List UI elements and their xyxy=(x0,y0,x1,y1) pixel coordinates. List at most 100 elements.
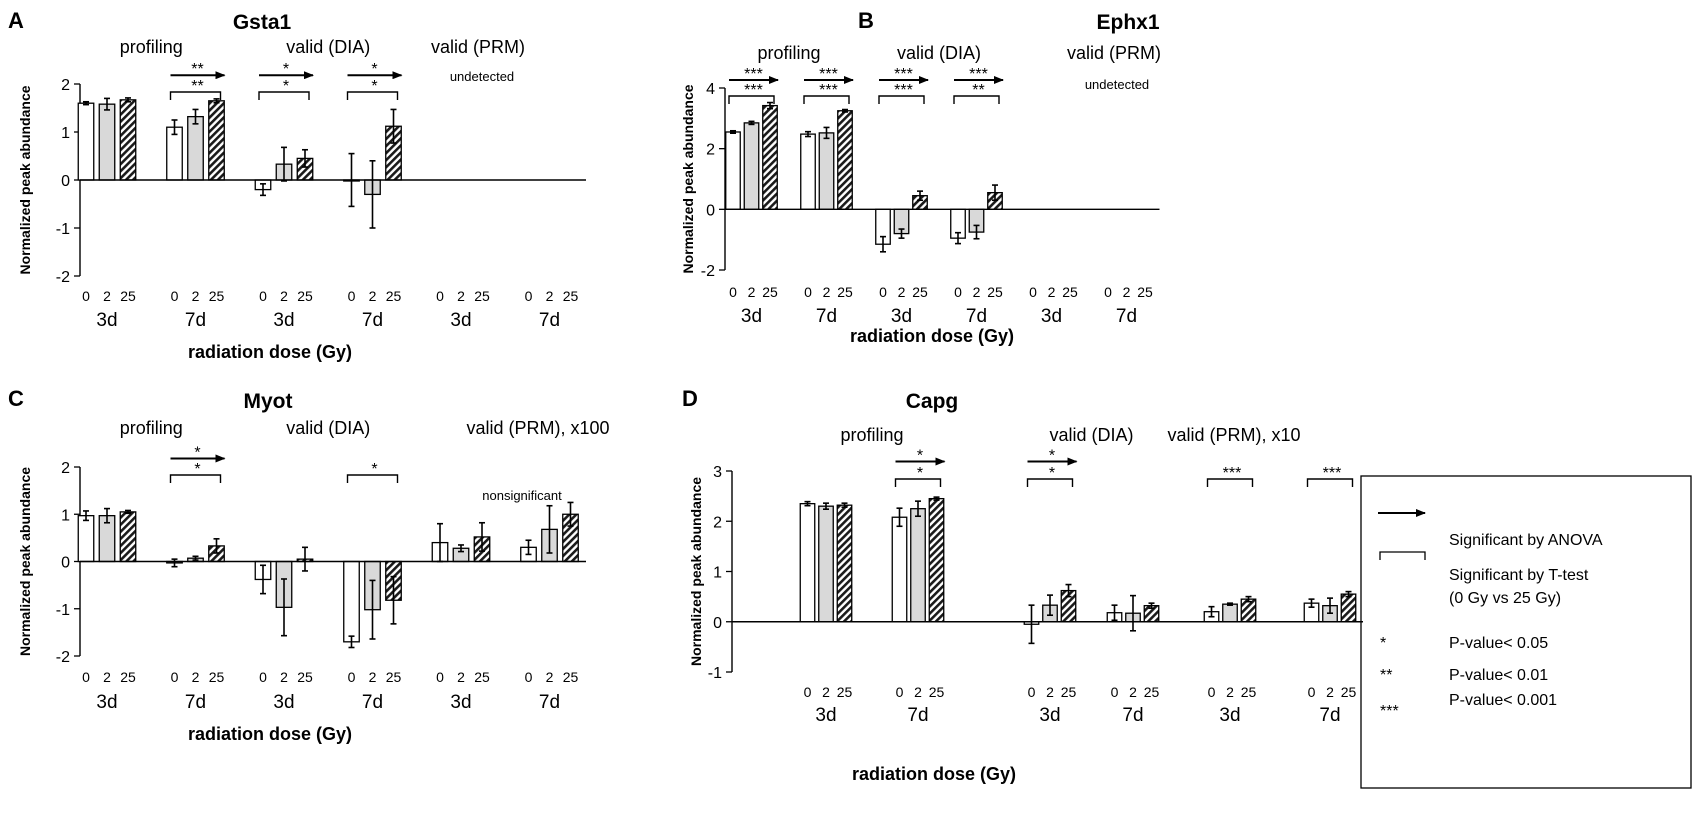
x-tick-label: 0 xyxy=(171,288,179,304)
y-tick-label: 2 xyxy=(61,77,70,94)
panel-title: Capg xyxy=(906,390,959,413)
x-tick-label: 2 xyxy=(1123,284,1131,300)
x-tick-label: 0 xyxy=(804,684,812,700)
x-tick-label: 2 xyxy=(1129,684,1137,700)
y-tick-label: 1 xyxy=(713,565,722,582)
x-tick-label: 25 xyxy=(297,288,313,304)
bar xyxy=(743,122,760,210)
legend-anova-label: Significant by ANOVA xyxy=(1449,532,1603,549)
x-tick-label: 0 xyxy=(1111,684,1119,700)
x-tick-label: 2 xyxy=(973,284,981,300)
bar xyxy=(762,104,778,210)
x-tick-label: 2 xyxy=(822,684,830,700)
bar xyxy=(837,110,853,210)
panel-letter: A xyxy=(8,8,24,33)
day-label: 3d xyxy=(815,705,836,726)
group-label: profiling xyxy=(120,418,183,438)
legend: Significant by ANOVA Significant by T-te… xyxy=(1360,475,1692,789)
day-label: 7d xyxy=(1319,705,1340,726)
x-tick-label: 25 xyxy=(1062,284,1078,300)
y-tick-label: 4 xyxy=(706,81,715,98)
day-label: 7d xyxy=(539,310,560,331)
ttest-stars: * xyxy=(194,461,200,478)
x-tick-label: 2 xyxy=(748,284,756,300)
x-tick-label: 0 xyxy=(82,288,90,304)
y-tick-label: -2 xyxy=(56,649,70,666)
y-tick-label: 0 xyxy=(61,173,70,190)
anova-stars: * xyxy=(917,448,923,465)
x-axis-label: radiation dose (Gy) xyxy=(850,326,1014,346)
x-tick-label: 25 xyxy=(1137,284,1153,300)
group-label: valid (PRM), x10 xyxy=(1167,425,1300,445)
ttest-stars: *** xyxy=(894,82,913,99)
ttest-stars: *** xyxy=(819,82,838,99)
ttest-stars: *** xyxy=(744,82,763,99)
x-tick-label: 0 xyxy=(82,669,90,685)
x-tick-label: 0 xyxy=(525,288,533,304)
day-label: 3d xyxy=(1041,306,1062,327)
x-tick-label: 2 xyxy=(1226,684,1234,700)
ttest-bracket xyxy=(894,478,942,487)
x-tick-label: 0 xyxy=(729,284,737,300)
panel-title: Gsta1 xyxy=(233,11,292,34)
day-label: 7d xyxy=(816,306,837,327)
bar xyxy=(910,508,926,623)
group-label: profiling xyxy=(757,43,820,63)
x-tick-label: 0 xyxy=(525,669,533,685)
x-tick-label: 25 xyxy=(762,284,778,300)
ttest-bracket xyxy=(878,95,925,104)
x-tick-label: 2 xyxy=(103,288,111,304)
bar xyxy=(119,99,137,181)
legend-box xyxy=(1360,475,1692,789)
x-tick-label: 2 xyxy=(823,284,831,300)
group-label: valid (PRM) xyxy=(431,37,525,57)
day-label: 3d xyxy=(450,310,471,331)
y-axis-label: Normalized peak abundance xyxy=(17,85,33,274)
bar xyxy=(799,503,816,623)
anova-stars: * xyxy=(194,444,200,461)
day-label: 3d xyxy=(741,306,762,327)
panel-title: Ephx1 xyxy=(1096,11,1159,34)
day-label: 3d xyxy=(96,310,117,331)
y-tick-label: -1 xyxy=(56,221,70,238)
x-tick-label: 25 xyxy=(1241,684,1257,700)
ttest-bracket xyxy=(953,95,1000,104)
anova-stars: ** xyxy=(191,61,203,78)
panel-letter: C xyxy=(8,386,24,411)
group-label: profiling xyxy=(840,425,903,445)
x-tick-label: 25 xyxy=(474,288,490,304)
group-note: undetected xyxy=(1085,77,1149,92)
x-tick-label: 25 xyxy=(120,288,136,304)
x-tick-label: 25 xyxy=(1144,684,1160,700)
day-label: 3d xyxy=(1219,705,1240,726)
y-tick-label: 0 xyxy=(713,615,722,632)
day-label: 7d xyxy=(966,306,987,327)
anova-stars: * xyxy=(283,61,289,78)
x-tick-label: 0 xyxy=(896,684,904,700)
x-tick-label: 25 xyxy=(837,284,853,300)
ttest-bracket xyxy=(346,474,399,483)
legend-p1-symbol: * xyxy=(1380,635,1386,652)
bar xyxy=(77,102,95,181)
group-label: valid (DIA) xyxy=(286,418,370,438)
bar xyxy=(891,516,908,623)
panel-letter: D xyxy=(682,386,698,411)
bar xyxy=(1222,603,1238,623)
day-label: 7d xyxy=(1116,306,1137,327)
anova-stars: * xyxy=(371,61,377,78)
ttest-stars: * xyxy=(917,465,923,482)
anova-stars: *** xyxy=(744,66,763,83)
x-tick-label: 2 xyxy=(103,669,111,685)
x-tick-label: 0 xyxy=(954,284,962,300)
ttest-stars: * xyxy=(1049,465,1055,482)
x-tick-label: 2 xyxy=(1046,684,1054,700)
x-tick-label: 0 xyxy=(348,669,356,685)
x-tick-label: 25 xyxy=(837,684,853,700)
x-tick-label: 25 xyxy=(386,669,402,685)
day-label: 3d xyxy=(273,310,294,331)
x-tick-label: 2 xyxy=(1048,284,1056,300)
ttest-stars: *** xyxy=(1323,465,1342,482)
x-tick-label: 0 xyxy=(259,288,267,304)
y-axis-label: Normalized peak abundance xyxy=(17,467,33,656)
